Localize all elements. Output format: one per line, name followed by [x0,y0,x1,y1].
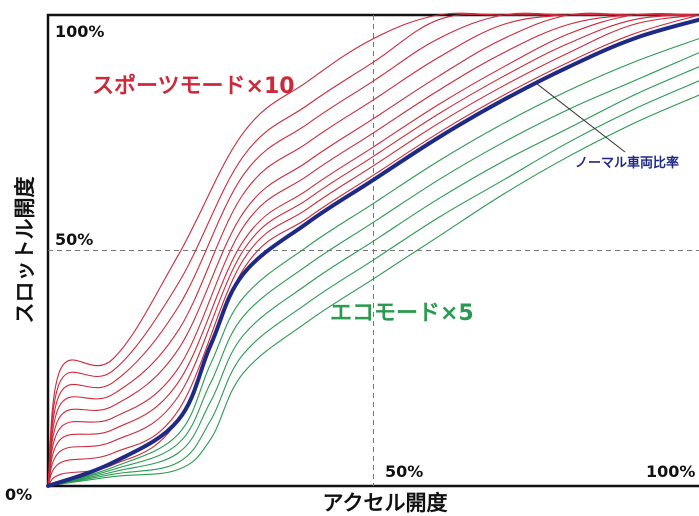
series-line-eco-2 [47,52,699,487]
series-line-eco-4 [47,80,699,487]
series-line-sport-5 [47,13,699,487]
series-line-sport-1 [47,14,699,487]
series-line-sport-10 [47,12,699,487]
tick-x-max: 100% [646,462,695,481]
tick-y-max: 100% [55,22,104,41]
series-line-sport-4 [47,12,699,487]
tick-origin: 0% [5,485,32,504]
series-line-sport-3 [47,14,699,487]
tick-y-mid: 50% [55,230,93,249]
y-axis-title: スロットル開度 [13,177,37,324]
normal-ratio-callout-line [535,82,626,153]
x-axis-title: アクセル開度 [323,491,448,515]
series-line-eco-5 [47,94,699,487]
normal-ratio-annotation: ノーマル車両比率 [575,155,679,171]
tick-x-mid: 50% [385,462,423,481]
series-line-eco-3 [47,66,699,487]
series-line-eco-1 [47,38,699,487]
sport-mode-annotation: スポーツモード×10 [92,73,295,99]
series-line-normal [46,17,699,488]
eco-mode-annotation: エコモード×5 [330,301,474,326]
series-line-sport-2 [47,14,699,487]
